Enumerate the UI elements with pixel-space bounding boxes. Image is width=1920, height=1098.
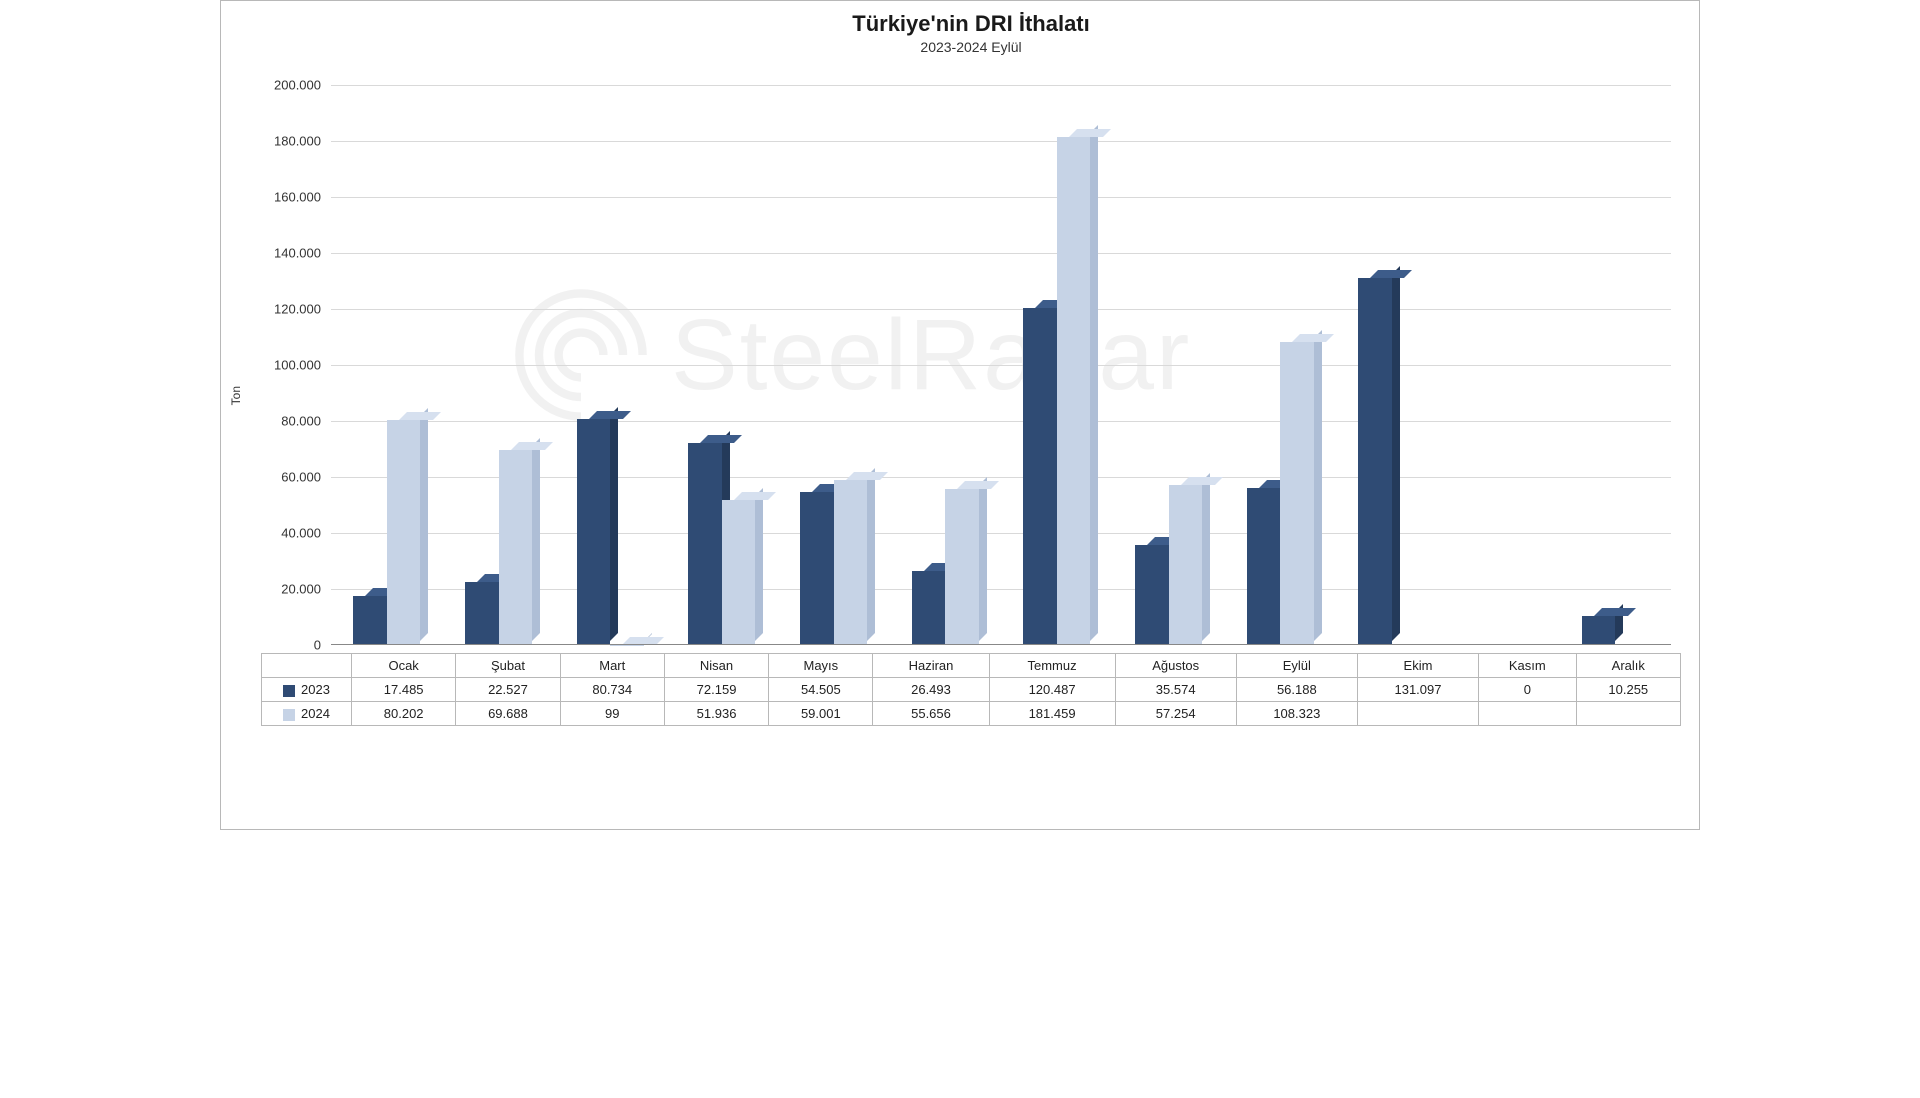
category-Nisan xyxy=(666,85,778,645)
table-cell xyxy=(1479,702,1577,726)
y-tick-label: 140.000 xyxy=(261,246,321,261)
bar-2023-Ağustos xyxy=(1135,545,1169,645)
y-tick-label: 200.000 xyxy=(261,78,321,93)
table-cell: 10.255 xyxy=(1576,678,1680,702)
table-cell xyxy=(1357,702,1478,726)
bar-2024-Temmuz xyxy=(1057,137,1091,645)
table-cell: 22.527 xyxy=(456,678,560,702)
y-tick-label: 100.000 xyxy=(261,358,321,373)
series-legend-2024: 2024 xyxy=(262,702,352,726)
y-tick-label: 180.000 xyxy=(261,134,321,149)
table-cell: 120.487 xyxy=(989,678,1115,702)
table-cell: 59.001 xyxy=(769,702,873,726)
y-tick-label: 120.000 xyxy=(261,302,321,317)
bar-2024-Ocak xyxy=(387,420,421,645)
bar-2024-Eylül xyxy=(1280,342,1314,645)
table-cell: 72.159 xyxy=(664,678,768,702)
category-Temmuz xyxy=(1001,85,1113,645)
bar-2024-Şubat xyxy=(499,450,533,645)
bar-2023-Temmuz xyxy=(1023,308,1057,645)
category-header: Şubat xyxy=(456,654,560,678)
table-cell: 51.936 xyxy=(664,702,768,726)
category-Mayıs xyxy=(778,85,890,645)
category-row-spacer xyxy=(262,654,352,678)
bar-2024-Ağustos xyxy=(1169,485,1203,645)
table-cell: 80.202 xyxy=(352,702,456,726)
y-axis-label: Ton xyxy=(229,386,243,405)
y-tick-label: 40.000 xyxy=(261,526,321,541)
table-cell: 131.097 xyxy=(1357,678,1478,702)
category-row: OcakŞubatMartNisanMayısHaziranTemmuzAğus… xyxy=(262,654,1681,678)
data-table: OcakŞubatMartNisanMayısHaziranTemmuzAğus… xyxy=(261,653,1681,726)
table-cell: 54.505 xyxy=(769,678,873,702)
category-Eylül xyxy=(1224,85,1336,645)
bar-2023-Aralık xyxy=(1582,616,1616,645)
y-tick-label: 160.000 xyxy=(261,190,321,205)
table-row: 202317.48522.52780.73472.15954.50526.493… xyxy=(262,678,1681,702)
bar-2023-Haziran xyxy=(912,571,946,645)
category-header: Nisan xyxy=(664,654,768,678)
table-cell: 69.688 xyxy=(456,702,560,726)
table-cell xyxy=(1576,702,1680,726)
table-row: 202480.20269.6889951.93659.00155.656181.… xyxy=(262,702,1681,726)
category-header: Mart xyxy=(560,654,664,678)
category-header: Ocak xyxy=(352,654,456,678)
y-tick-label: 0 xyxy=(261,638,321,653)
category-header: Temmuz xyxy=(989,654,1115,678)
bar-2023-Şubat xyxy=(465,582,499,645)
category-Haziran xyxy=(889,85,1001,645)
category-Aralık xyxy=(1559,85,1671,645)
table-cell: 56.188 xyxy=(1236,678,1357,702)
table-cell: 108.323 xyxy=(1236,702,1357,726)
bar-2024-Nisan xyxy=(722,500,756,645)
table-cell: 55.656 xyxy=(873,702,989,726)
category-Ocak xyxy=(331,85,443,645)
category-header: Haziran xyxy=(873,654,989,678)
table-cell: 17.485 xyxy=(352,678,456,702)
table-cell: 0 xyxy=(1479,678,1577,702)
table-cell: 181.459 xyxy=(989,702,1115,726)
y-tick-label: 60.000 xyxy=(261,470,321,485)
table-cell: 57.254 xyxy=(1115,702,1236,726)
table-cell: 80.734 xyxy=(560,678,664,702)
x-axis-baseline xyxy=(331,644,1671,645)
bar-2023-Nisan xyxy=(688,443,722,645)
category-Şubat xyxy=(443,85,555,645)
category-Kasım xyxy=(1448,85,1560,645)
category-header: Mayıs xyxy=(769,654,873,678)
category-Ağustos xyxy=(1113,85,1225,645)
category-header: Ağustos xyxy=(1115,654,1236,678)
series-rows: 202317.48522.52780.73472.15954.50526.493… xyxy=(262,678,1681,726)
category-Ekim xyxy=(1336,85,1448,645)
y-tick-label: 20.000 xyxy=(261,582,321,597)
legend-swatch xyxy=(283,685,295,697)
bar-2023-Mayıs xyxy=(800,492,834,645)
category-Mart xyxy=(554,85,666,645)
chart-title: Türkiye'nin DRI İthalatı xyxy=(261,11,1681,37)
chart-subtitle: 2023-2024 Eylül xyxy=(261,39,1681,55)
table-cell: 26.493 xyxy=(873,678,989,702)
category-header: Ekim xyxy=(1357,654,1478,678)
bar-2023-Mart xyxy=(577,419,611,645)
series-legend-2023: 2023 xyxy=(262,678,352,702)
bar-2023-Ocak xyxy=(353,596,387,645)
legend-swatch xyxy=(283,709,295,721)
bar-2024-Haziran xyxy=(945,489,979,645)
bars-group xyxy=(331,85,1671,645)
table-cell: 35.574 xyxy=(1115,678,1236,702)
bar-2023-Ekim xyxy=(1358,278,1392,645)
plot-area: SteelRadar 020.00040.00060.00080.000100.… xyxy=(331,85,1671,645)
category-header: Kasım xyxy=(1479,654,1577,678)
bar-2023-Eylül xyxy=(1247,488,1281,645)
bar-2024-Mayıs xyxy=(834,480,868,645)
chart-container: Türkiye'nin DRI İthalatı 2023-2024 Eylül… xyxy=(220,0,1700,830)
y-tick-label: 80.000 xyxy=(261,414,321,429)
title-block: Türkiye'nin DRI İthalatı 2023-2024 Eylül xyxy=(261,11,1681,55)
category-header: Aralık xyxy=(1576,654,1680,678)
category-header: Eylül xyxy=(1236,654,1357,678)
table-cell: 99 xyxy=(560,702,664,726)
